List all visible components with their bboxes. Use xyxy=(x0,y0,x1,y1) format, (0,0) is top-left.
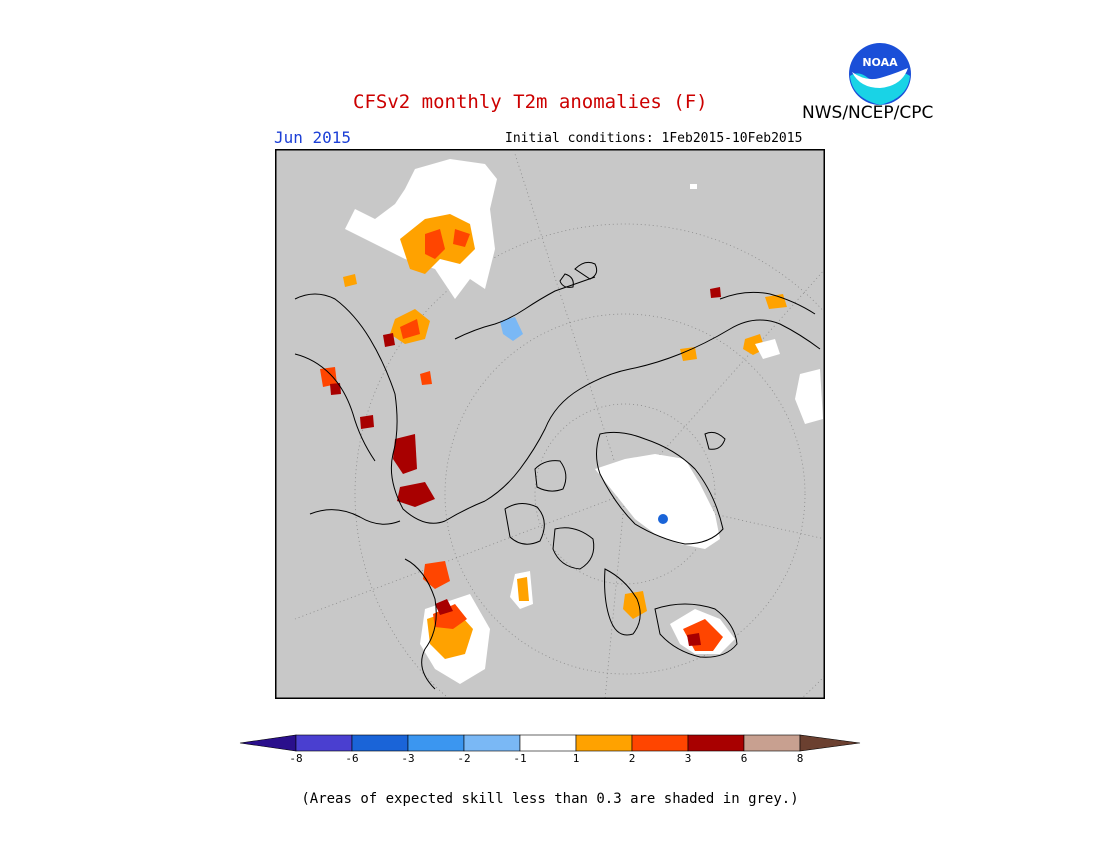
colorbar-bin-0 xyxy=(239,734,297,752)
noaa-logo: NOAA xyxy=(848,42,912,106)
colorbar-tick-label: -6 xyxy=(345,752,359,765)
anomaly-greenland xyxy=(595,454,720,549)
colorbar-bin-10 xyxy=(799,734,861,752)
skill-footnote: (Areas of expected skill less than 0.3 a… xyxy=(301,791,799,807)
anomaly-north-america xyxy=(320,367,533,684)
colorbar-tick-label: 3 xyxy=(684,752,692,765)
anomaly-scandinavia xyxy=(623,591,735,654)
noaa-logo-text: NOAA xyxy=(862,56,898,69)
colorbar-bin-7 xyxy=(631,734,689,752)
colorbar-tick-label: 8 xyxy=(796,752,804,765)
coastlines xyxy=(294,261,821,690)
colorbar-bin-5 xyxy=(519,734,577,752)
colorbar-tick-label: -2 xyxy=(457,752,471,765)
anomaly-europe xyxy=(343,159,523,385)
initial-conditions: Initial conditions: 1Feb2015-10Feb2015 xyxy=(505,131,803,146)
colorbar-tick-label: 1 xyxy=(572,752,580,765)
anomaly-asia xyxy=(680,184,823,424)
colorbar-bin-2 xyxy=(351,734,409,752)
colorbar-tick-labels: -8 -6 -3 -2 -1 1 2 3 6 8 xyxy=(0,752,1100,772)
colorbar-tick-label: -8 xyxy=(289,752,303,765)
colorbar-tick-label: -3 xyxy=(401,752,415,765)
colorbar-bin-9 xyxy=(743,734,801,752)
polar-map xyxy=(274,148,896,765)
colorbar-bin-3 xyxy=(407,734,465,752)
colorbar-bin-4 xyxy=(463,734,521,752)
colorbar-bin-6 xyxy=(575,734,633,752)
chart-title: CFSv2 monthly T2m anomalies (F) xyxy=(353,91,708,113)
colorbar-bin-1 xyxy=(295,734,353,752)
forecast-month: Jun 2015 xyxy=(274,128,352,147)
colorbar xyxy=(238,733,862,753)
colorbar-tick-label: -1 xyxy=(513,752,527,765)
colorbar-bin-8 xyxy=(687,734,745,752)
map-border xyxy=(274,148,826,700)
agency-label: NWS/NCEP/CPC xyxy=(802,103,934,123)
colorbar-tick-label: 6 xyxy=(740,752,748,765)
colorbar-tick-label: 2 xyxy=(628,752,636,765)
